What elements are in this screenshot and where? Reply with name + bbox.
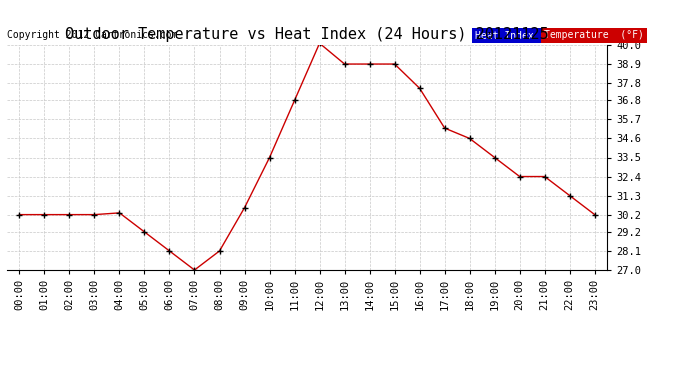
Text: Temperature  (°F): Temperature (°F) [544,30,644,40]
Text: Copyright 2012 Cartronics.com: Copyright 2012 Cartronics.com [7,30,177,40]
Text: Heat Index  (°F): Heat Index (°F) [475,30,569,40]
Title: Outdoor Temperature vs Heat Index (24 Hours) 20121125: Outdoor Temperature vs Heat Index (24 Ho… [66,27,549,42]
